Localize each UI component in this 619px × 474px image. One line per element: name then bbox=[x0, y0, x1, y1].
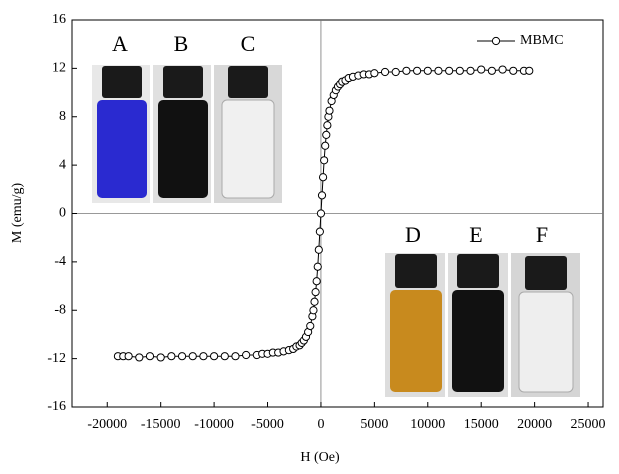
point bbox=[307, 322, 314, 329]
inset-label: A bbox=[112, 31, 128, 56]
point bbox=[168, 353, 175, 360]
inset-label: E bbox=[469, 222, 482, 247]
point bbox=[318, 192, 325, 199]
y-tick-label: -12 bbox=[47, 351, 66, 366]
inset-label: D bbox=[405, 222, 421, 247]
x-tick-label: -10000 bbox=[194, 417, 234, 432]
point bbox=[322, 142, 329, 149]
x-tick-label: 10000 bbox=[410, 417, 445, 432]
point bbox=[312, 289, 319, 296]
x-tick-label: -5000 bbox=[251, 417, 284, 432]
point bbox=[435, 67, 442, 74]
y-tick-label: -8 bbox=[54, 302, 66, 317]
point bbox=[178, 353, 185, 360]
inset-def bbox=[385, 253, 580, 397]
point bbox=[526, 67, 533, 74]
x-tick-label: -20000 bbox=[87, 417, 127, 432]
x-tick-label: 15000 bbox=[464, 417, 499, 432]
y-tick-label: -16 bbox=[47, 399, 66, 414]
inset-label: F bbox=[536, 222, 548, 247]
chart: H (Oe) M (emu/g) -20000 -15000 -10000 -5000… bbox=[0, 0, 619, 469]
point bbox=[125, 353, 132, 360]
point bbox=[392, 68, 399, 75]
point bbox=[321, 157, 328, 164]
point bbox=[317, 210, 324, 217]
point bbox=[413, 67, 420, 74]
y-tick-label: 16 bbox=[52, 12, 66, 27]
y-axis-title: M (emu/g) bbox=[10, 183, 25, 244]
inset-label: B bbox=[174, 31, 189, 56]
inset-abc bbox=[92, 65, 282, 203]
inset-label: C bbox=[241, 31, 256, 56]
point bbox=[424, 67, 431, 74]
y-tick-label: 0 bbox=[59, 206, 66, 221]
point bbox=[478, 66, 485, 73]
point bbox=[403, 67, 410, 74]
point bbox=[319, 174, 326, 181]
y-tick-label: 8 bbox=[59, 109, 66, 124]
point bbox=[446, 67, 453, 74]
point bbox=[323, 131, 330, 138]
point bbox=[315, 246, 322, 253]
x-tick-label: 0 bbox=[317, 417, 324, 432]
point bbox=[310, 307, 317, 314]
point bbox=[324, 122, 331, 129]
point bbox=[499, 66, 506, 73]
point bbox=[456, 67, 463, 74]
point bbox=[467, 67, 474, 74]
point bbox=[243, 351, 250, 358]
x-tick-label: -15000 bbox=[141, 417, 181, 432]
point bbox=[313, 278, 320, 285]
point bbox=[311, 298, 318, 305]
point bbox=[200, 353, 207, 360]
point bbox=[232, 353, 239, 360]
point bbox=[371, 70, 378, 77]
legend-marker bbox=[492, 37, 499, 44]
x-tick-label: 20000 bbox=[517, 417, 552, 432]
x-axis-title: H (Oe) bbox=[300, 450, 340, 465]
point bbox=[189, 353, 196, 360]
point bbox=[326, 107, 333, 114]
point bbox=[221, 353, 228, 360]
point bbox=[488, 67, 495, 74]
point bbox=[316, 228, 323, 235]
x-tick-label: 25000 bbox=[571, 417, 606, 432]
y-tick-label: 4 bbox=[59, 157, 66, 172]
point bbox=[157, 354, 164, 361]
point bbox=[381, 68, 388, 75]
point bbox=[210, 353, 217, 360]
x-tick-label: 5000 bbox=[360, 417, 388, 432]
y-tick-label: -4 bbox=[54, 254, 66, 269]
point bbox=[146, 353, 153, 360]
point bbox=[314, 263, 321, 270]
point bbox=[510, 67, 517, 74]
point bbox=[136, 354, 143, 361]
y-tick-label: 12 bbox=[52, 61, 66, 76]
legend-label: MBMC bbox=[520, 33, 564, 48]
